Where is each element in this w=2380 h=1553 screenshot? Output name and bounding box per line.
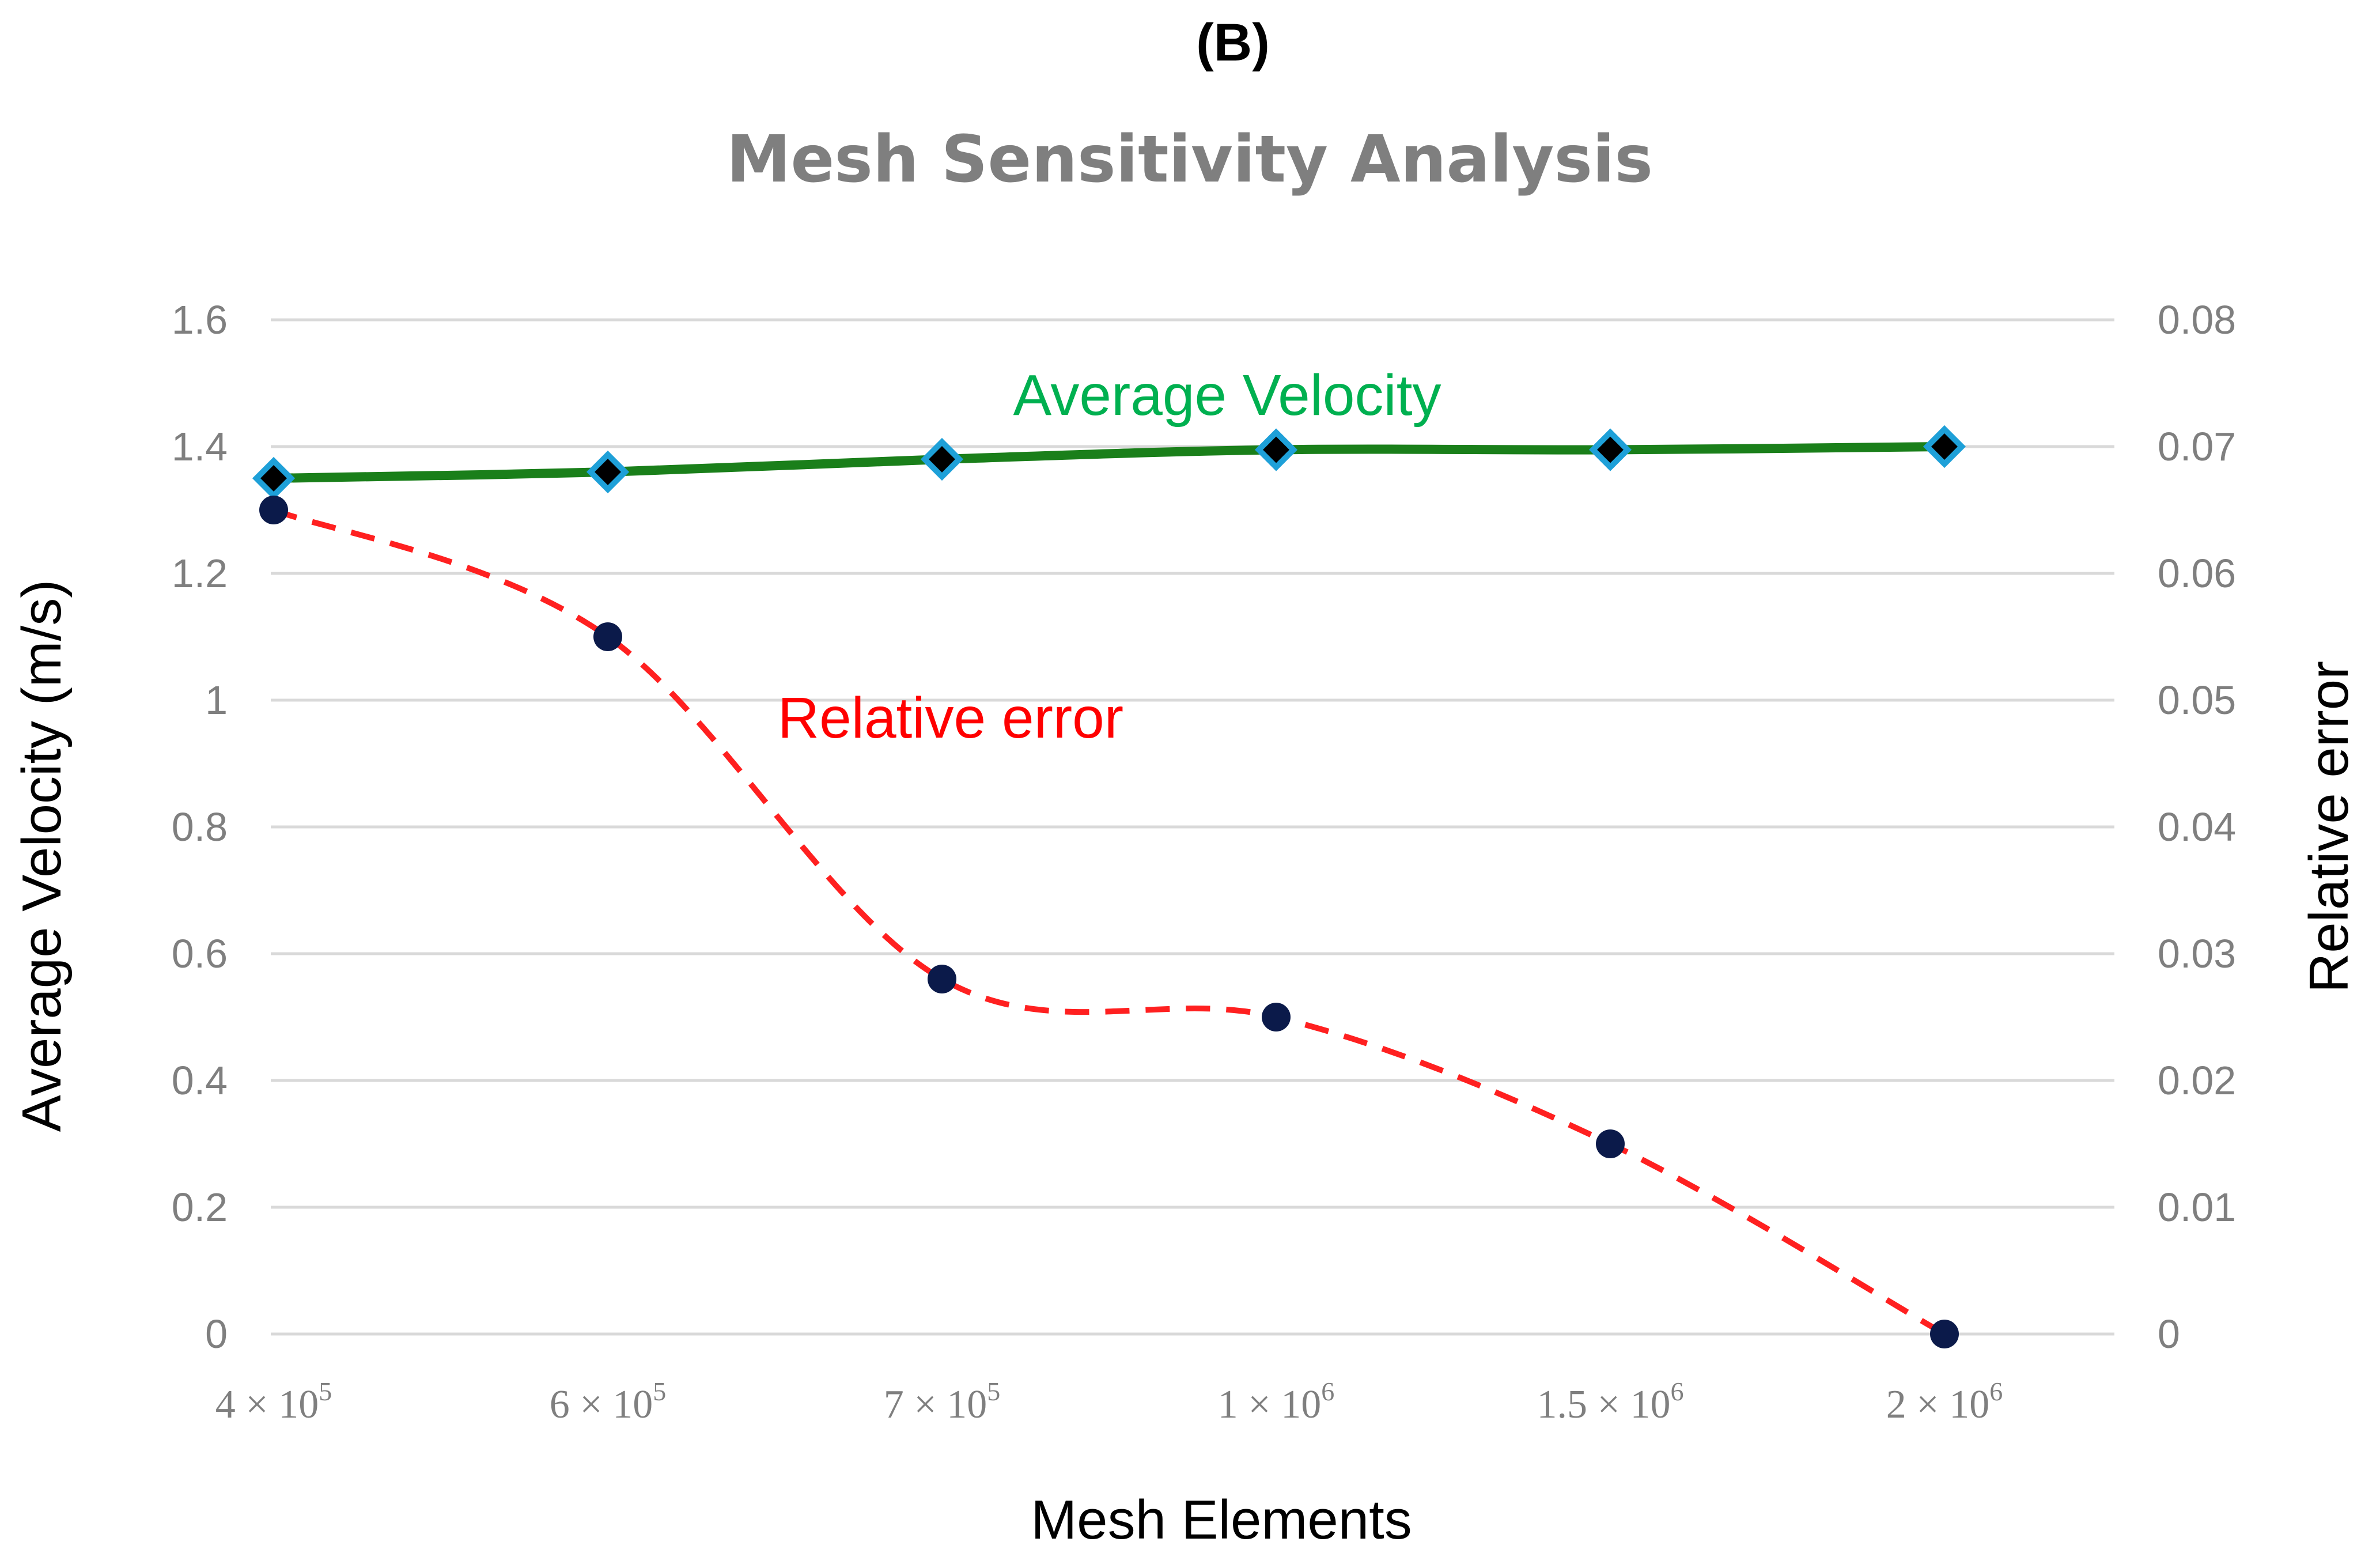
y2-tick-label: 0.02 bbox=[2158, 1058, 2236, 1103]
average-velocity-marker bbox=[920, 437, 964, 481]
chart-title: Mesh Sensitivity Analysis bbox=[727, 122, 1653, 197]
relative-error-marker bbox=[1262, 1003, 1291, 1031]
y2-tick-label: 0.08 bbox=[2158, 297, 2236, 342]
y2-tick-label: 0.05 bbox=[2158, 678, 2236, 723]
relative-error-series-label: Relative error bbox=[778, 686, 1123, 750]
x-tick-label: 1 × 106 bbox=[1218, 1377, 1334, 1427]
y-tick-label: 0 bbox=[205, 1312, 228, 1356]
y-tick-label: 1.6 bbox=[172, 297, 228, 342]
y-tick-label: 1 bbox=[205, 678, 228, 723]
y2-tick-label: 0 bbox=[2158, 1312, 2180, 1356]
relative-error-marker bbox=[928, 965, 956, 993]
relative-error-marker bbox=[259, 496, 288, 524]
relative-error-line bbox=[273, 507, 1946, 1337]
x-axis-title: Mesh Elements bbox=[1031, 1489, 1412, 1551]
y-tick-label: 0.2 bbox=[172, 1185, 228, 1230]
average-velocity-line bbox=[273, 442, 1945, 483]
x-axis-ticks: 4 × 105 6 × 105 7 × 105 1 × 106 1.5 × 106 2 ×… bbox=[215, 1377, 2003, 1427]
x-tick-label: 7 × 105 bbox=[884, 1377, 1000, 1427]
y-axis-left-title: Average Velocity (m/s) bbox=[11, 580, 73, 1132]
y2-tick-label: 0.04 bbox=[2158, 804, 2236, 849]
average-velocity-marker bbox=[252, 456, 296, 500]
y-axis-right-ticks: 0 0.01 0.02 0.03 0.04 0.05 0.06 0.07 0.08 bbox=[2158, 297, 2236, 1356]
x-tick-label: 2 × 106 bbox=[1886, 1377, 2003, 1427]
relative-error-marker bbox=[1596, 1129, 1625, 1158]
average-velocity-marker bbox=[1588, 428, 1632, 471]
y-tick-label: 1.4 bbox=[172, 424, 228, 469]
y2-tick-label: 0.03 bbox=[2158, 931, 2236, 976]
y-tick-label: 1.2 bbox=[172, 551, 228, 596]
y-tick-label: 0.6 bbox=[172, 931, 228, 976]
panel-label: (B) bbox=[1196, 13, 1270, 72]
y2-tick-label: 0.07 bbox=[2158, 424, 2236, 469]
x-tick-label: 1.5 × 106 bbox=[1537, 1377, 1684, 1427]
y-axis-left-ticks: 0 0.2 0.4 0.6 0.8 1 1.2 1.4 1.6 bbox=[172, 297, 228, 1356]
relative-error-marker bbox=[593, 622, 622, 651]
series-markers bbox=[252, 425, 1966, 1348]
y-tick-label: 0.8 bbox=[172, 804, 228, 849]
gridlines bbox=[271, 318, 2114, 1336]
average-velocity-marker bbox=[1254, 428, 1298, 471]
average-velocity-marker bbox=[586, 450, 630, 494]
y2-tick-label: 0.01 bbox=[2158, 1185, 2236, 1230]
y2-tick-label: 0.06 bbox=[2158, 551, 2236, 596]
x-tick-label: 6 × 105 bbox=[550, 1377, 666, 1427]
series-lines bbox=[273, 442, 1946, 1337]
y-axis-right-title: Relative error bbox=[2298, 661, 2360, 993]
relative-error-marker bbox=[1930, 1320, 1959, 1348]
average-velocity-series-label: Average Velocity bbox=[1013, 363, 1441, 428]
x-tick-label: 4 × 105 bbox=[215, 1377, 332, 1427]
y-tick-label: 0.4 bbox=[172, 1058, 228, 1103]
average-velocity-marker bbox=[1923, 425, 1966, 468]
